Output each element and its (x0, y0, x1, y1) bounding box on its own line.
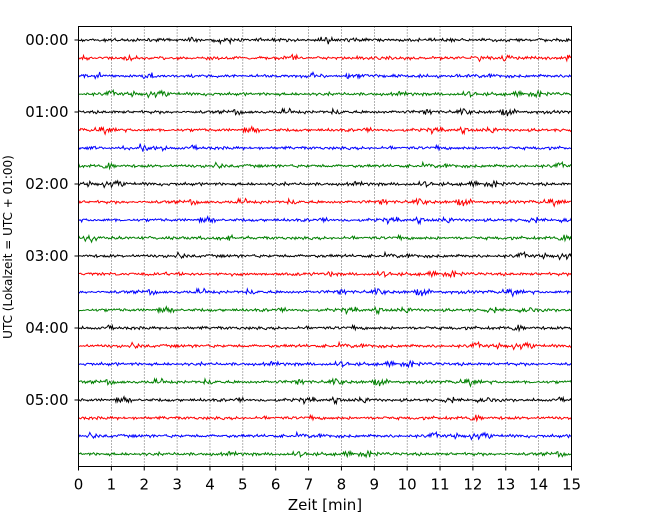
trace-line (78, 125, 572, 136)
trace-line (78, 449, 572, 459)
seismogram-traces (78, 35, 572, 459)
trace-line (78, 35, 572, 46)
trace-line (78, 179, 572, 189)
plot-frame (78, 26, 572, 467)
trace-line (78, 323, 572, 333)
trace-line (78, 197, 572, 208)
trace-line (78, 269, 572, 279)
trace-line (78, 53, 572, 63)
trace-line (78, 340, 572, 351)
trace-line (78, 250, 572, 261)
x-grid (111, 26, 539, 467)
trace-line (78, 71, 572, 80)
trace-line (78, 287, 572, 298)
x-tick-label: 7 (304, 476, 314, 494)
trace-line (78, 413, 572, 423)
x-tick-label: 13 (496, 476, 515, 494)
x-axis: 0 1 2 3 4 5 6 7 8 9 10 11 12 13 14 15 (74, 466, 581, 494)
trace-line (78, 88, 572, 99)
trace-line (78, 107, 572, 117)
trace-line (78, 233, 572, 244)
trace-line (78, 143, 572, 153)
x-tick-label: 1 (107, 476, 117, 494)
y-tick-label: 03:00 (25, 247, 68, 265)
trace-line (78, 305, 572, 316)
y-tick-label: 00:00 (25, 31, 68, 49)
y-tick-label: 01:00 (25, 103, 68, 121)
x-tick-label: 11 (430, 476, 449, 494)
x-tick-label: 2 (139, 476, 149, 494)
x-tick-label: 0 (74, 476, 84, 494)
y-tick-label: 02:00 (25, 175, 68, 193)
x-tick-label: 6 (271, 476, 281, 494)
x-tick-label: 14 (529, 476, 548, 494)
trace-line (78, 377, 572, 388)
y-tick-label: 04:00 (25, 319, 68, 337)
y-axis: 00:00 01:00 02:00 03:00 04:00 05:00 (25, 31, 79, 409)
y-tick-label: 05:00 (25, 391, 68, 409)
x-axis-label: Zeit [min] (288, 496, 362, 514)
x-tick-label: 10 (398, 476, 417, 494)
x-tick-label: 3 (172, 476, 182, 494)
x-tick-label: 5 (238, 476, 248, 494)
x-tick-label: 12 (463, 476, 482, 494)
x-tick-label: 4 (205, 476, 215, 494)
trace-line (78, 160, 572, 171)
trace-line (78, 395, 572, 406)
x-tick-label: 15 (562, 476, 581, 494)
y-axis-label: UTC (Lokalzeit = UTC + 01:00) (1, 155, 15, 339)
x-tick-label: 9 (370, 476, 380, 494)
x-tick-label: 8 (337, 476, 347, 494)
trace-line (78, 215, 572, 226)
trace-line (78, 430, 572, 441)
trace-line (78, 359, 572, 369)
